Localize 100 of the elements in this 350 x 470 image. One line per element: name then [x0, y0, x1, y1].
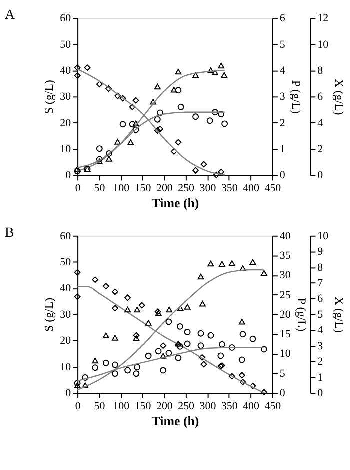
point: [154, 84, 161, 90]
point: [200, 361, 208, 368]
y3-tick-label: 12: [318, 12, 329, 25]
x-tick-label: 150: [134, 182, 152, 195]
point: [213, 172, 220, 178]
y-tick-label: 60: [60, 12, 72, 25]
y-tick-label: 0: [66, 170, 72, 182]
y3-tick-label: 8: [318, 262, 324, 274]
y-tick-label: 20: [60, 117, 72, 130]
y-tick-label: 30: [60, 308, 72, 321]
point: [260, 346, 268, 353]
point: [157, 110, 164, 116]
point: [199, 354, 206, 361]
point: [160, 342, 167, 350]
x-tick-label: 0: [75, 400, 82, 412]
point: [170, 87, 178, 93]
point: [198, 274, 204, 280]
x-tick-label: 0: [75, 182, 82, 195]
x-tick-label: 250: [178, 182, 196, 195]
y2-tick-label: 5: [280, 368, 286, 380]
point: [175, 68, 182, 75]
x-tick-label: 350: [221, 182, 238, 195]
point: [74, 294, 81, 300]
point: [132, 97, 140, 104]
y2-axis-title: P (g/L): [289, 80, 304, 114]
point: [240, 266, 246, 272]
point: [166, 350, 172, 356]
point: [120, 121, 126, 128]
y2-tick-label: 5: [280, 38, 286, 51]
y-tick-label: 40: [60, 282, 72, 295]
point: [238, 356, 246, 364]
y-axis-title: S (g/L): [42, 298, 56, 332]
x-tick-label: 100: [113, 182, 130, 195]
point: [222, 120, 228, 128]
point: [106, 150, 112, 157]
point: [145, 352, 152, 360]
point: [238, 319, 246, 325]
y-tick-label: 20: [60, 335, 72, 348]
point: [124, 294, 132, 302]
x-tick-label: 200: [156, 400, 174, 412]
y2-tick-label: 30: [280, 270, 292, 282]
point: [134, 306, 141, 313]
y3-axis-title: X (g/L): [332, 296, 347, 334]
point: [218, 62, 225, 69]
x-tick-label: 250: [178, 400, 196, 412]
point: [250, 336, 256, 342]
point: [132, 120, 140, 127]
y3-tick-label: 6: [318, 293, 324, 306]
y2-tick-label: 0: [280, 170, 286, 182]
x-tick-label: 300: [200, 400, 217, 412]
point: [221, 72, 228, 78]
point: [160, 367, 167, 374]
point: [124, 367, 132, 374]
point: [134, 364, 141, 371]
point: [82, 374, 89, 381]
y3-tick-label: 4: [318, 117, 324, 130]
y2-tick-label: 10: [280, 348, 292, 360]
point: [74, 380, 81, 387]
point: [96, 146, 103, 152]
y2-tick-label: 2: [280, 117, 286, 130]
y3-tick-label: 2: [318, 144, 324, 156]
x-tick-label: 450: [264, 182, 282, 195]
point: [106, 86, 112, 92]
point: [145, 320, 152, 326]
point: [133, 370, 140, 378]
point: [238, 372, 246, 379]
point: [208, 332, 214, 339]
point: [92, 358, 99, 364]
point: [160, 353, 167, 359]
point: [260, 389, 268, 396]
point: [112, 305, 118, 312]
y3-axis-title: X (g/L): [332, 79, 347, 116]
point: [260, 270, 268, 276]
point: [84, 64, 91, 72]
x-tick-label: 50: [94, 182, 106, 195]
point: [240, 331, 246, 338]
point: [212, 109, 218, 116]
point: [112, 335, 118, 341]
y3-tick-label: 5: [318, 308, 324, 321]
x-tick-label: 350: [221, 400, 238, 412]
point: [218, 168, 225, 176]
point: [120, 95, 126, 102]
y-tick-label: 50: [60, 38, 72, 51]
point: [228, 260, 236, 266]
point: [124, 306, 132, 313]
point: [177, 306, 184, 312]
point: [178, 104, 184, 110]
point: [184, 304, 191, 310]
x-axis-title: Time (h): [152, 413, 200, 428]
y3-tick-label: 0: [318, 387, 324, 400]
y2-tick-label: 20: [280, 308, 292, 321]
point: [114, 92, 122, 100]
point: [218, 352, 224, 360]
point: [102, 332, 110, 339]
point: [155, 348, 162, 355]
point: [154, 127, 161, 134]
point: [74, 72, 81, 79]
point: [150, 99, 157, 105]
y-tick-label: 10: [60, 361, 72, 374]
chart-title: A: [4, 8, 16, 24]
